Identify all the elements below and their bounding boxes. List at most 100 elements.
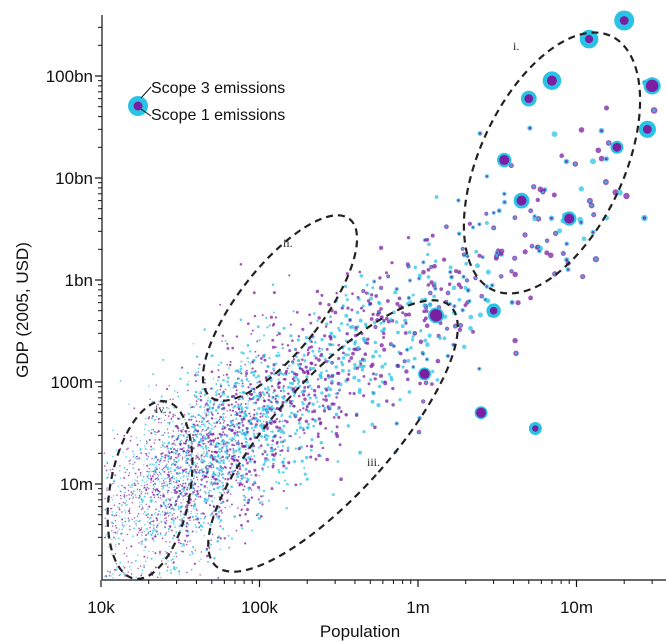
data-point [184, 493, 187, 495]
data-point [236, 378, 239, 380]
data-point [215, 477, 218, 481]
data-point [401, 311, 405, 315]
data-point [238, 467, 242, 471]
data-point [207, 449, 211, 452]
data-point [181, 448, 184, 450]
data-point [201, 442, 204, 444]
data-point [344, 293, 348, 297]
data-point [124, 502, 126, 505]
data-point [427, 242, 431, 247]
data-point [203, 477, 206, 479]
data-point [196, 492, 200, 496]
data-point [138, 527, 140, 530]
data-point [212, 510, 215, 513]
data-point [306, 372, 310, 376]
data-point [124, 512, 127, 514]
data-point [182, 476, 184, 478]
data-point [197, 441, 200, 444]
data-point [176, 391, 179, 394]
data-point [292, 379, 296, 383]
data-point-inner [392, 345, 395, 348]
data-point [230, 485, 233, 489]
data-point [131, 486, 133, 489]
data-point [324, 359, 329, 364]
data-point [182, 479, 185, 482]
data-point [185, 522, 189, 525]
data-point [184, 456, 186, 458]
data-point [359, 362, 363, 366]
data-point-inner [529, 209, 532, 212]
data-point [307, 402, 310, 406]
data-point [313, 354, 316, 358]
data-point-inner [500, 275, 503, 278]
data-point [186, 433, 189, 436]
data-point [105, 575, 108, 578]
data-point [168, 457, 171, 460]
data-point [159, 513, 162, 516]
data-point [337, 343, 341, 347]
data-point [269, 421, 273, 425]
data-point [163, 482, 165, 484]
data-point [229, 506, 231, 508]
data-point-inner [387, 275, 390, 278]
data-point [325, 369, 328, 373]
data-point [190, 512, 192, 515]
data-point [163, 466, 166, 468]
legend-scope1-leader [140, 108, 152, 117]
data-point [137, 512, 140, 515]
data-point [186, 530, 189, 534]
data-point [155, 472, 158, 474]
data-point [178, 541, 180, 544]
data-point-inner [562, 252, 565, 255]
data-point [175, 531, 178, 534]
data-point [313, 312, 316, 315]
data-point [203, 452, 205, 455]
data-point [241, 444, 245, 448]
data-point [160, 417, 162, 420]
data-point [136, 533, 139, 536]
data-point [344, 313, 349, 318]
data-point [162, 358, 165, 361]
data-point [262, 420, 265, 423]
data-point [214, 425, 217, 428]
data-point [187, 380, 190, 383]
data-point [253, 460, 257, 463]
data-point [409, 346, 413, 350]
data-point [203, 456, 205, 458]
data-point [164, 454, 167, 457]
data-point [140, 508, 143, 511]
data-point [132, 463, 134, 465]
data-point [143, 549, 145, 552]
data-point [143, 566, 145, 569]
data-point [185, 543, 188, 546]
data-point [189, 554, 191, 556]
data-point [166, 447, 169, 450]
data-point [199, 425, 202, 428]
data-point [126, 504, 128, 506]
data-point [371, 286, 375, 290]
data-point [153, 486, 156, 488]
data-point [213, 488, 216, 491]
data-point [198, 469, 201, 472]
data-point [203, 328, 206, 331]
data-point [149, 522, 152, 524]
data-point-inner [485, 175, 489, 178]
data-point [244, 467, 248, 471]
data-point [320, 337, 324, 342]
data-point [142, 512, 144, 515]
data-point [228, 438, 231, 440]
data-point [200, 456, 203, 458]
data-point [293, 459, 297, 464]
data-point [228, 471, 231, 474]
data-point [216, 536, 219, 539]
data-point [240, 442, 243, 445]
data-point [164, 460, 167, 462]
data-point [370, 422, 375, 427]
data-point [110, 513, 113, 516]
data-point [246, 461, 249, 465]
data-point [309, 448, 313, 452]
data-point [162, 434, 164, 436]
data-point [291, 381, 295, 386]
data-point [175, 452, 177, 455]
data-point [300, 390, 304, 394]
